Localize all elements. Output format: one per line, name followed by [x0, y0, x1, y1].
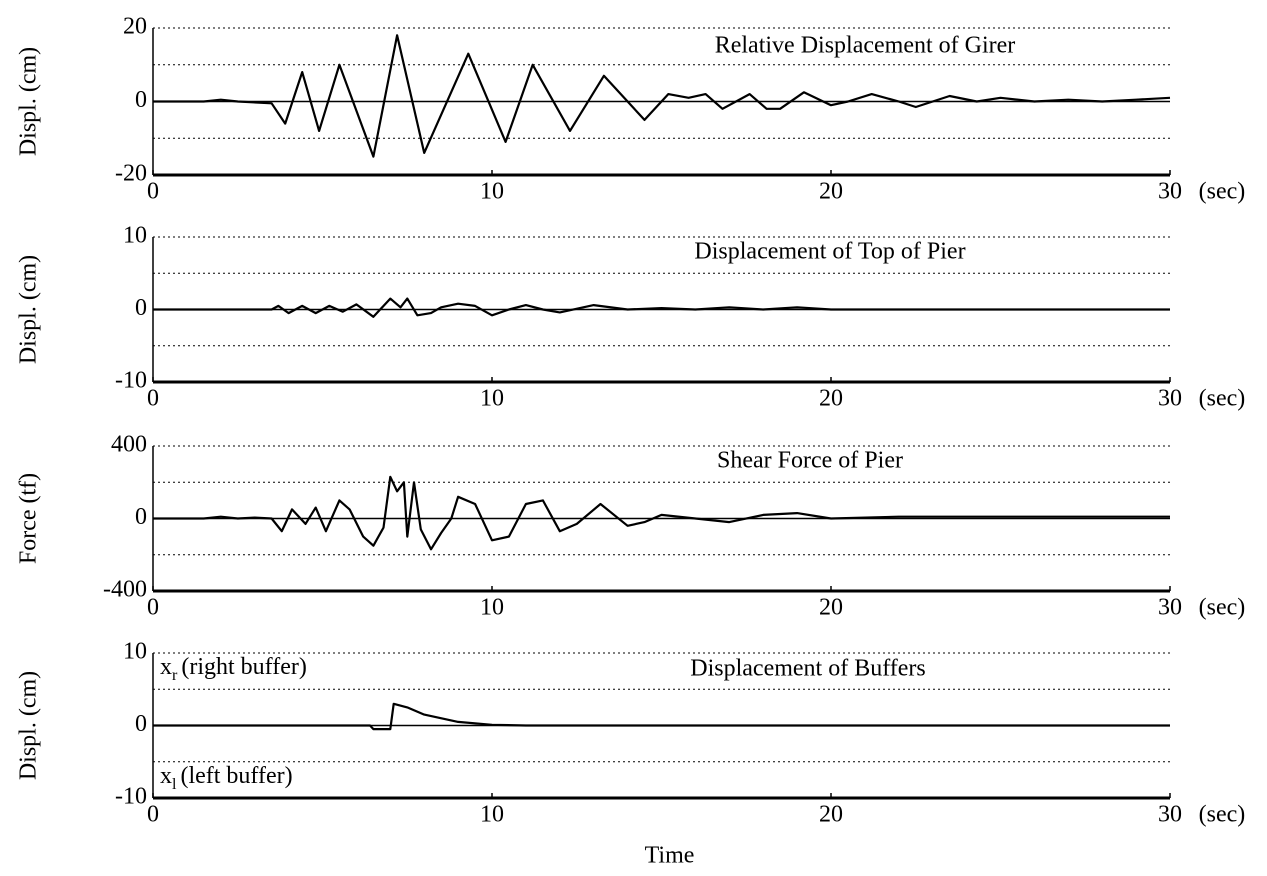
y-tick-label: -20	[115, 161, 147, 187]
annotation-subscript: r	[172, 667, 178, 684]
x-unit: (sec)	[1199, 595, 1246, 621]
annotation-base: x	[160, 763, 172, 789]
chart-title: Displacement of Buffers	[690, 656, 926, 682]
y-tick-label: 10	[123, 639, 147, 665]
y-tick-label: 20	[123, 14, 147, 40]
chart-title: Shear Force of Pier	[717, 448, 903, 474]
y-tick-label: 0	[135, 295, 147, 321]
x-tick-label: 20	[819, 802, 843, 828]
x-tick-label: 0	[147, 179, 159, 205]
line-series	[153, 297, 1170, 318]
y-tick-label: -400	[103, 577, 147, 603]
y-tick-label: 0	[135, 504, 147, 530]
line-series	[153, 34, 1171, 158]
annotation-subscript: l	[172, 776, 177, 793]
x-tick-label: 30	[1158, 802, 1182, 828]
y-axis-label: Displ. (cm)	[16, 47, 42, 156]
x-tick-label: 10	[480, 595, 504, 621]
y-axis-label: Displ. (cm)	[16, 671, 42, 780]
annotation: xr (right buffer)	[160, 654, 307, 684]
x-tick-label: 30	[1158, 179, 1182, 205]
chart-title: Displacement of Top of Pier	[694, 239, 965, 265]
line-series	[153, 702, 1170, 731]
y-axis-label: Force (tf)	[16, 473, 42, 564]
x-tick-label: 10	[480, 179, 504, 205]
y-tick-label: 0	[135, 711, 147, 737]
x-tick-label: 30	[1158, 595, 1182, 621]
y-tick-label: -10	[115, 368, 147, 394]
y-tick-label: 400	[111, 432, 147, 458]
x-tick-label: 20	[819, 179, 843, 205]
x-tick-label: 0	[147, 386, 159, 412]
annotation: xl (left buffer)	[160, 763, 293, 793]
y-tick-label: 10	[123, 223, 147, 249]
x-unit: (sec)	[1199, 179, 1246, 205]
x-axis-label: Time	[645, 843, 695, 869]
annotation-text: (right buffer)	[181, 654, 307, 680]
chart-title: Relative Displacement of Girer	[715, 33, 1016, 59]
x-tick-label: 20	[819, 386, 843, 412]
x-unit: (sec)	[1199, 386, 1246, 412]
line-series	[153, 475, 1170, 551]
x-tick-label: 10	[480, 386, 504, 412]
annotation-text: (left buffer)	[180, 763, 292, 789]
x-tick-label: 0	[147, 595, 159, 621]
x-tick-label: 20	[819, 595, 843, 621]
x-tick-label: 10	[480, 802, 504, 828]
x-unit: (sec)	[1199, 802, 1246, 828]
y-tick-label: -10	[115, 784, 147, 810]
y-tick-label: 0	[135, 87, 147, 113]
x-tick-label: 30	[1158, 386, 1182, 412]
y-axis-label: Displ. (cm)	[16, 255, 42, 364]
annotation-base: x	[160, 654, 172, 680]
x-tick-label: 0	[147, 802, 159, 828]
